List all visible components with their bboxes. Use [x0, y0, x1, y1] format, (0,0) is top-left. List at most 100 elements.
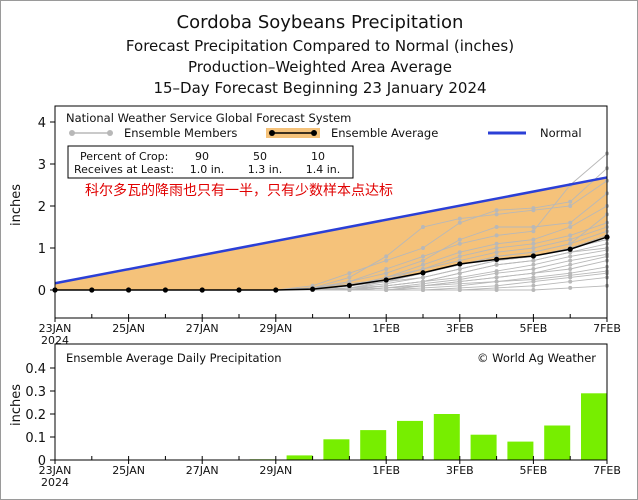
ensemble-member-point	[457, 254, 462, 259]
ensemble-member-point	[494, 225, 499, 229]
legend-normal-label: Normal	[540, 126, 582, 140]
ensemble-average-point	[383, 277, 389, 283]
ensemble-member-point	[568, 262, 573, 267]
legend-members-dot	[107, 130, 113, 136]
x-tick-label: 23JAN	[39, 322, 72, 335]
ensemble-member-point	[531, 250, 536, 255]
ensemble-average-point	[310, 286, 316, 292]
bottom-y-axis: 0 0.1 0.2 0.3 0.4	[25, 362, 55, 469]
ensemble-member-point	[568, 273, 573, 278]
ensemble-member-point	[568, 233, 573, 238]
ensemble-member-point	[494, 279, 499, 284]
ensemble-member-point	[531, 262, 536, 267]
ensemble-member-point	[494, 262, 499, 267]
ensemble-member-point	[421, 225, 425, 229]
x-tick-label: 7FEB	[593, 464, 621, 477]
ensemble-member-point	[494, 288, 499, 292]
x-tick-label: 1FEB	[372, 464, 400, 477]
ensemble-member-point	[421, 262, 425, 267]
x-tick-label: 27JAN	[186, 322, 219, 335]
ensemble-member-point	[347, 288, 352, 292]
legend-average-label: Ensemble Average	[331, 126, 438, 140]
legend-average-dot	[311, 130, 317, 136]
ensemble-member-point	[494, 275, 499, 280]
crop-table-row2-label: Receives at Least:	[74, 163, 174, 176]
ensemble-average-point	[236, 287, 242, 293]
ensemble-member-point	[494, 241, 499, 246]
daily-precip-bar	[323, 439, 350, 460]
bottom-panel-title: Ensemble Average Daily Precipitation	[66, 351, 282, 365]
crop-table-row1-label: Percent of Crop:	[80, 150, 168, 163]
ensemble-member-point	[384, 258, 389, 263]
ensemble-member-point	[457, 281, 462, 286]
normal-line	[54, 176, 608, 285]
ensemble-member-point	[494, 250, 499, 255]
chart-subtitle-1: Forecast Precipitation Compared to Norma…	[126, 37, 514, 55]
ensemble-member-point	[568, 258, 573, 263]
ensemble-member-point	[384, 271, 389, 276]
y-tick-label: 0.4	[25, 362, 46, 377]
annotation-note: 科尔多瓦的降雨也只有一半，只有少数样本点达标	[85, 182, 393, 199]
ensemble-average-point	[346, 282, 352, 288]
daily-precip-bar	[544, 425, 571, 460]
ensemble-member-point	[384, 254, 389, 259]
ensemble-member-point	[494, 271, 499, 276]
crop-table-row1-value: 90	[195, 150, 209, 163]
ensemble-member-point	[494, 246, 499, 250]
x-tick-label: 25JAN	[112, 464, 145, 477]
ensemble-member-point	[421, 283, 425, 288]
ensemble-member-point	[568, 199, 573, 204]
chart-title: Cordoba Soybeans Precipitation	[177, 12, 464, 33]
y-tick-label: 0.2	[25, 408, 46, 423]
ensemble-member-point	[457, 237, 462, 242]
ensemble-member-point	[457, 241, 462, 246]
crop-table-row1-value: 50	[253, 150, 267, 163]
x-tick-label: 23JAN	[39, 464, 72, 477]
ensemble-member-point	[421, 246, 425, 250]
x-tick-label: 5FEB	[519, 322, 547, 335]
ensemble-member-point	[457, 220, 462, 225]
x-tick-label: 27JAN	[186, 464, 219, 477]
daily-precip-bar	[433, 414, 460, 460]
top-y-axis-label: inches	[9, 184, 24, 226]
ensemble-member-point	[531, 258, 536, 263]
ensemble-average-point	[420, 270, 426, 276]
y-tick-label: 0	[38, 454, 46, 469]
y-tick-label: 1	[38, 242, 46, 257]
ensemble-member-point	[531, 225, 536, 229]
x-tick-label: 25JAN	[112, 322, 145, 335]
daily-precip-bar	[507, 441, 534, 460]
x-tick-label: 5FEB	[519, 464, 547, 477]
ensemble-member-point	[568, 267, 573, 271]
ensemble-member-point	[531, 237, 536, 242]
chart-subtitle-3: 15–Day Forecast Beginning 23 January 202…	[153, 79, 486, 97]
crop-table-row2-value: 1.4 in.	[306, 163, 341, 176]
ensemble-average-point	[89, 287, 95, 293]
ensemble-members-layer	[55, 151, 609, 292]
normal-line-layer	[54, 176, 608, 285]
ensemble-average-point	[162, 287, 168, 293]
daily-precip-bar	[581, 393, 607, 460]
ensemble-member-point	[384, 267, 389, 271]
x-tick-label: 3FEB	[446, 322, 474, 335]
ensemble-member-point	[421, 275, 425, 280]
legend-members-label: Ensemble Members	[124, 126, 237, 140]
ensemble-member-point	[494, 208, 499, 213]
ensemble-average-point	[494, 256, 500, 262]
model-title: National Weather Service Global Forecast…	[66, 111, 351, 125]
ensemble-member-point	[531, 206, 536, 211]
ensemble-member-point	[347, 279, 352, 284]
crop-table-row2-value: 1.0 in.	[190, 163, 225, 176]
ensemble-member-point	[421, 254, 425, 259]
ensemble-member-point	[384, 285, 389, 290]
x-tick-label: 1FEB	[372, 322, 400, 335]
cumulative-precip-panel: 0 1 2 3 4 inches 23JAN 25JAN 27JAN 29JAN 1FEB 3FE…	[9, 105, 621, 347]
ensemble-member-point	[494, 233, 499, 238]
bottom-y-axis-label: inches	[9, 384, 24, 426]
ensemble-average-point	[273, 287, 279, 293]
x-tick-label: 29JAN	[259, 322, 292, 335]
ensemble-member-point	[421, 288, 425, 292]
difference-fill-layer	[55, 177, 607, 290]
difference-fill-area	[55, 177, 607, 290]
ensemble-average-point	[199, 287, 205, 293]
